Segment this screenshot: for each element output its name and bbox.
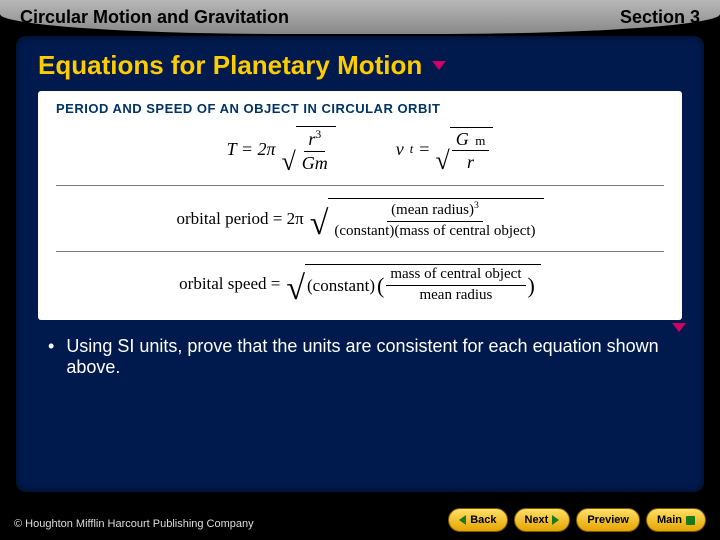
chapter-title: Circular Motion and Gravitation xyxy=(20,7,289,28)
equals-sign: = xyxy=(419,139,429,160)
slide-header: Circular Motion and Gravitation Section … xyxy=(0,0,720,34)
next-label: Next xyxy=(525,514,549,526)
back-button[interactable]: Back xyxy=(448,508,507,532)
gm-den: Gm xyxy=(298,152,332,173)
section-label: Section 3 xyxy=(620,7,700,28)
arrow-right-icon xyxy=(552,515,559,525)
period-word-lhs: orbital period = 2π xyxy=(176,209,303,229)
preview-label: Preview xyxy=(587,514,629,526)
v-var: v xyxy=(396,139,404,160)
back-label: Back xyxy=(470,514,496,526)
expand-down-icon xyxy=(432,61,446,70)
cube-sup2: 3 xyxy=(474,200,479,211)
sqrt-icon: √ (mean radius)3 (constant)(mass of cent… xyxy=(310,198,544,240)
mean-radius-den: mean radius xyxy=(415,286,496,304)
r-den: r xyxy=(463,151,478,172)
bullet-icon: • xyxy=(48,336,54,378)
bullet-row: • Using SI units, prove that the units a… xyxy=(38,330,682,378)
sqrt-icon: √ r3 Gm xyxy=(282,126,336,173)
next-button[interactable]: Next xyxy=(514,508,571,532)
mass-central-num: mass of central object xyxy=(386,267,525,286)
t-sub: t xyxy=(410,142,414,157)
expand-down-icon xyxy=(672,323,686,332)
symbolic-equations-row: T = 2π √ r3 Gm vt = xyxy=(56,124,664,175)
stop-square-icon xyxy=(686,516,695,525)
equation-heading: PERIOD AND SPEED OF AN OBJECT IN CIRCULA… xyxy=(56,101,664,116)
orbital-speed-words: orbital speed = √ (constant) ( mass of c… xyxy=(56,262,664,306)
period-word-den: (constant)(mass of central object) xyxy=(330,222,539,240)
divider-line xyxy=(56,251,664,252)
main-label: Main xyxy=(657,514,682,526)
period-equation: T = 2π √ r3 Gm xyxy=(227,124,336,175)
divider-line xyxy=(56,185,664,186)
cube-sup: 3 xyxy=(315,128,321,141)
speed-equation: vt = √ G m xyxy=(396,125,494,175)
mean-radius-num: (mean radius) xyxy=(391,202,474,218)
slide-title-row: Equations for Planetary Motion xyxy=(38,50,682,81)
preview-button[interactable]: Preview xyxy=(576,508,640,532)
constant-label: (constant) xyxy=(307,276,375,296)
slide-body: Equations for Planetary Motion PERIOD AN… xyxy=(16,36,704,492)
bullet-text: Using SI units, prove that the units are… xyxy=(66,336,672,378)
main-button[interactable]: Main xyxy=(646,508,706,532)
g-const: G xyxy=(456,129,469,149)
sqrt-icon: √ (constant) ( mass of central object me… xyxy=(286,264,541,304)
arrow-left-icon xyxy=(459,515,466,525)
sqrt-icon: √ G m r xyxy=(435,127,493,173)
orbital-period-words: orbital period = 2π √ (mean radius)3 (co… xyxy=(56,196,664,242)
speed-word-lhs: orbital speed = xyxy=(179,274,280,294)
nav-bar: Back Next Preview Main xyxy=(448,508,706,532)
equation-box: PERIOD AND SPEED OF AN OBJECT IN CIRCULA… xyxy=(38,91,682,320)
slide-title: Equations for Planetary Motion xyxy=(38,50,422,81)
period-lhs: T = 2π xyxy=(227,139,276,160)
copyright-footer: © Houghton Mifflin Harcourt Publishing C… xyxy=(14,518,254,530)
m-num: m xyxy=(475,134,485,148)
